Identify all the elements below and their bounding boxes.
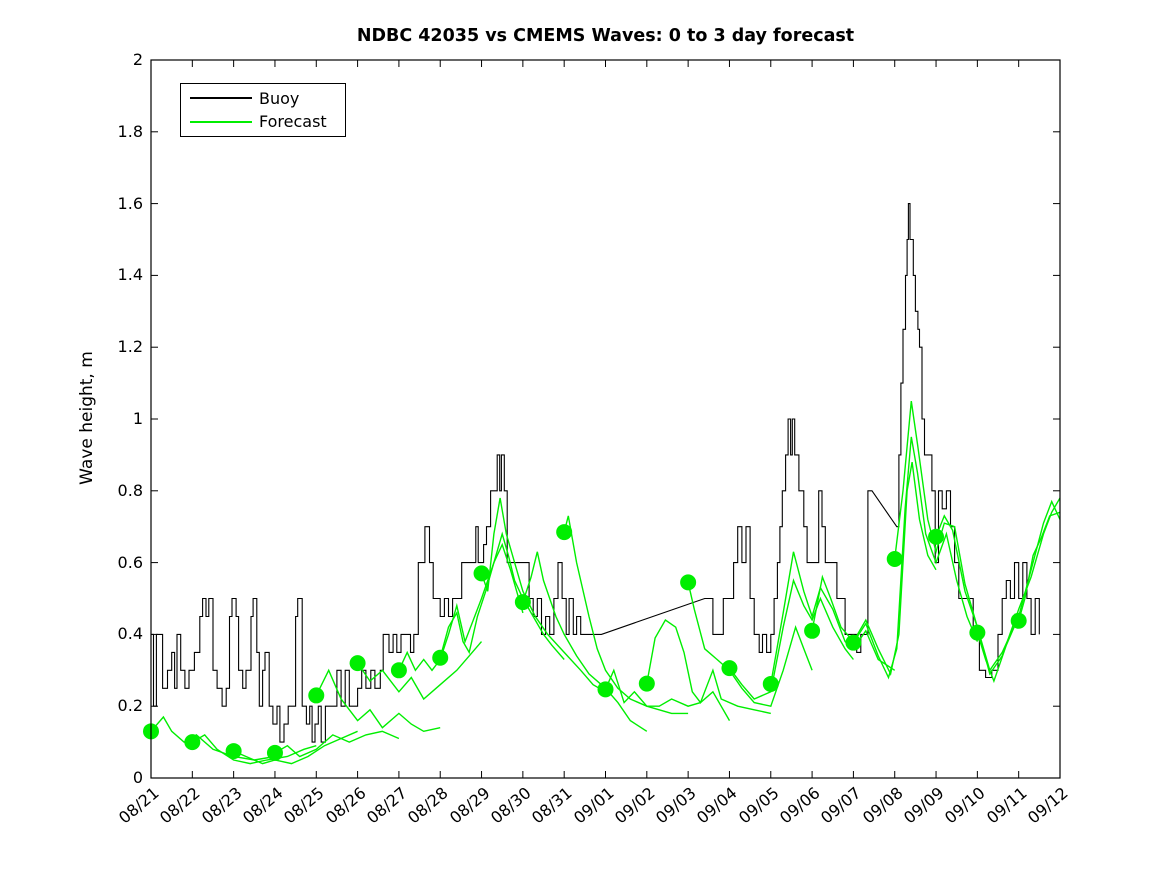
legend-item-forecast: Forecast <box>181 112 345 131</box>
forecast-start-marker <box>514 594 531 611</box>
forecast-start-marker <box>390 662 407 679</box>
forecast-line <box>439 531 565 660</box>
forecast-start-marker <box>556 524 573 541</box>
forecast-line-sample <box>190 120 252 123</box>
forecast-line <box>728 578 854 700</box>
forecast-line <box>357 641 483 701</box>
forecast-line <box>480 497 606 693</box>
buoy-line-sample <box>190 97 252 100</box>
forecast-start-marker <box>597 681 614 698</box>
forecast-line <box>522 551 648 732</box>
forecast-line <box>398 542 524 672</box>
forecast-start-marker <box>886 551 903 568</box>
forecast-line <box>770 551 896 685</box>
forecast-line <box>687 582 813 708</box>
y-tick-label: 0 <box>132 768 143 787</box>
y-tick-label: 1.4 <box>117 265 143 285</box>
plot-title: NDBC 42035 vs CMEMS Waves: 0 to 3 day fo… <box>356 26 855 46</box>
forecast-start-marker <box>680 574 697 591</box>
forecast-start-marker <box>184 734 201 751</box>
forecast-line <box>604 668 731 721</box>
y-tick-label: 0.6 <box>117 552 143 572</box>
y-tick-label: 0.8 <box>117 480 143 500</box>
buoy-series-line <box>151 203 1040 743</box>
forecast-start-marker <box>928 528 945 545</box>
forecast-start-marker <box>225 743 242 760</box>
forecast-start-marker <box>762 675 779 692</box>
y-tick-label: 1.8 <box>117 121 143 141</box>
forecast-line <box>1018 511 1061 621</box>
forecast-line <box>852 436 979 680</box>
forecast-line <box>233 730 358 765</box>
y-tick-label: 0.4 <box>117 624 143 644</box>
legend: Buoy Forecast <box>180 83 346 137</box>
legend-label-forecast: Forecast <box>259 112 327 132</box>
legend-item-buoy: Buoy <box>181 89 345 108</box>
y-tick-label: 1 <box>132 409 143 428</box>
forecast-line <box>274 730 400 758</box>
y-tick-label: 2 <box>132 50 143 69</box>
forecast-start-marker <box>432 649 449 666</box>
forecast-start-marker <box>349 655 366 672</box>
y-tick-label: 1.6 <box>117 193 143 213</box>
y-tick-label: 1.2 <box>117 337 143 357</box>
forecast-start-marker <box>1010 612 1027 629</box>
forecast-line <box>315 668 441 733</box>
forecast-line <box>646 618 771 715</box>
forecast-start-marker <box>969 624 986 641</box>
legend-label-buoy: Buoy <box>259 88 300 108</box>
forecast-line <box>894 401 1020 672</box>
y-tick-label: 0.2 <box>117 696 143 716</box>
forecast-start-marker <box>845 634 862 651</box>
forecast-start-marker <box>638 675 655 692</box>
forecast-line <box>191 734 317 765</box>
forecast-line <box>563 515 689 715</box>
forecast-line <box>150 715 276 761</box>
forecast-start-marker <box>473 565 490 582</box>
forecast-start-marker <box>721 660 738 677</box>
forecast-start-marker <box>266 744 283 761</box>
forecast-start-marker <box>308 687 325 704</box>
forecast-start-marker <box>804 622 821 639</box>
forecast-line <box>811 461 937 677</box>
